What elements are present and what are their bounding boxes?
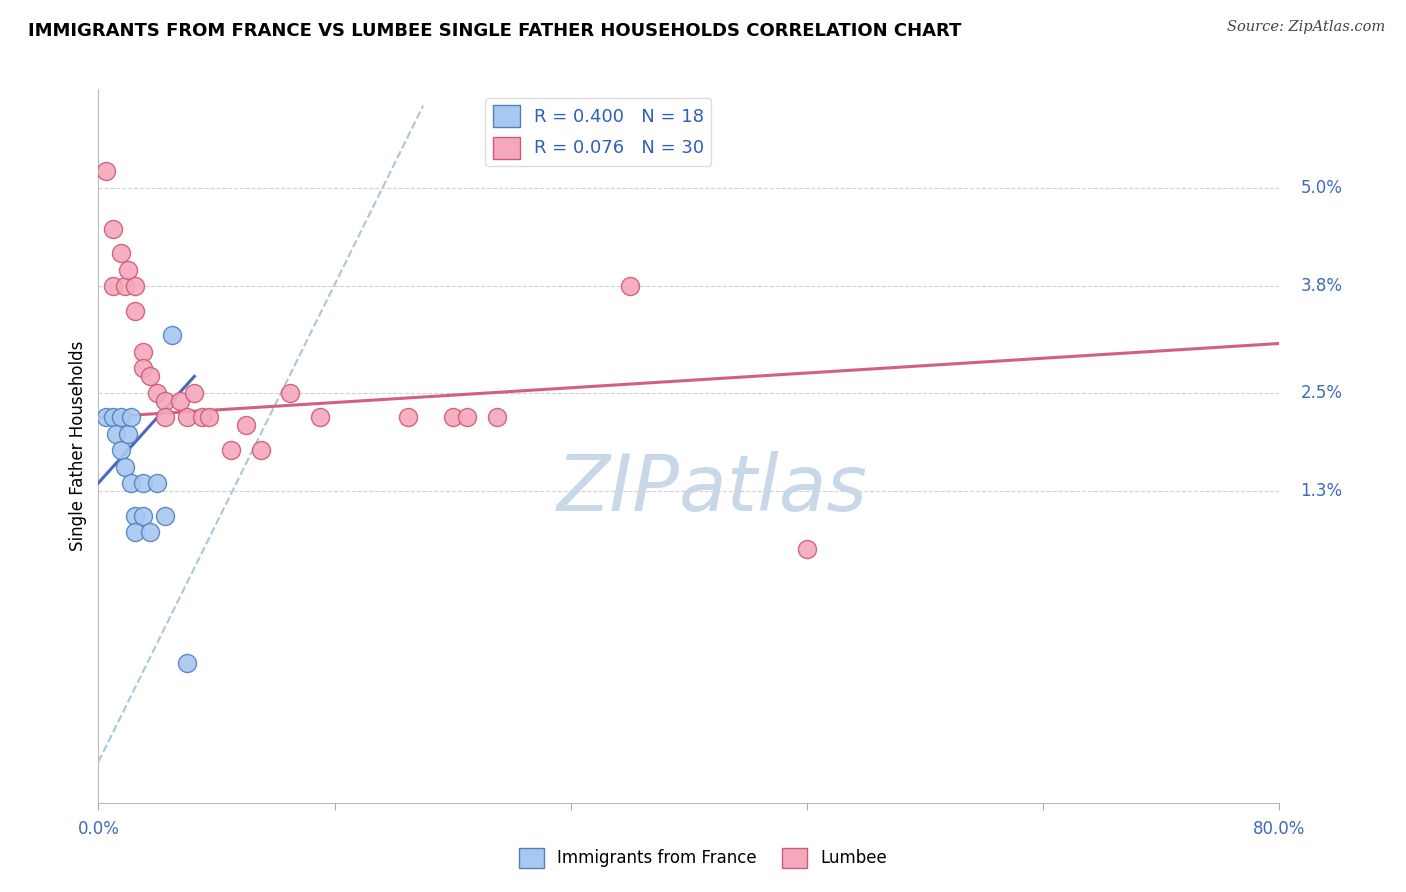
Text: Source: ZipAtlas.com: Source: ZipAtlas.com — [1226, 20, 1385, 34]
Legend: Immigrants from France, Lumbee: Immigrants from France, Lumbee — [512, 841, 894, 875]
Legend: R = 0.400   N = 18, R = 0.076   N = 30: R = 0.400 N = 18, R = 0.076 N = 30 — [485, 98, 711, 166]
Text: 3.8%: 3.8% — [1301, 277, 1343, 295]
Text: 2.5%: 2.5% — [1301, 384, 1343, 401]
Text: 5.0%: 5.0% — [1301, 178, 1343, 196]
Y-axis label: Single Father Households: Single Father Households — [69, 341, 87, 551]
Text: IMMIGRANTS FROM FRANCE VS LUMBEE SINGLE FATHER HOUSEHOLDS CORRELATION CHART: IMMIGRANTS FROM FRANCE VS LUMBEE SINGLE … — [28, 22, 962, 40]
Text: ZIPatlas: ZIPatlas — [557, 450, 868, 527]
Text: 80.0%: 80.0% — [1253, 820, 1306, 838]
Text: 1.3%: 1.3% — [1301, 482, 1343, 500]
Text: 0.0%: 0.0% — [77, 820, 120, 838]
